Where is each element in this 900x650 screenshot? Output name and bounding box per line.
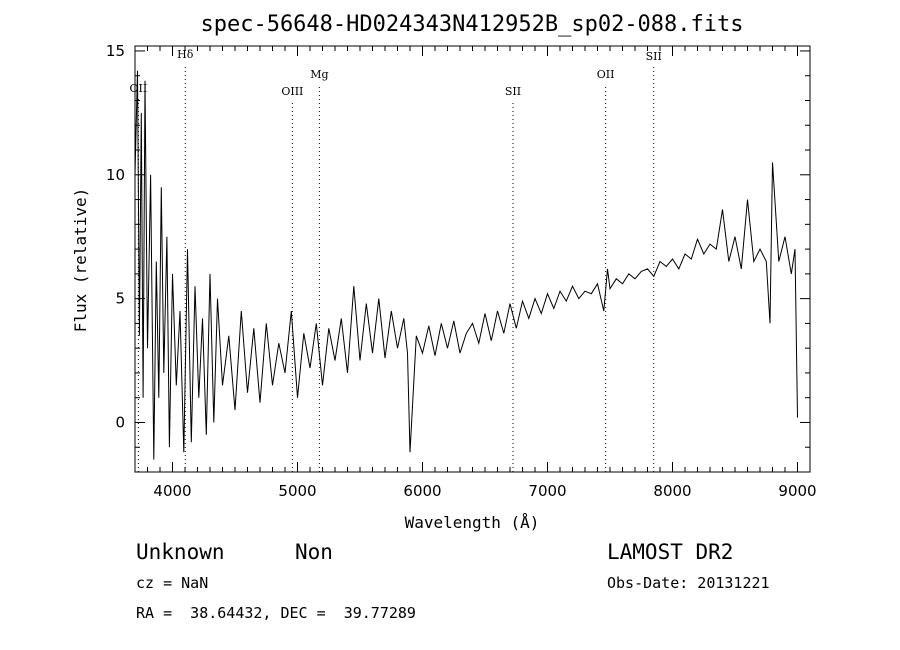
x-tick-label: 4000 <box>153 482 191 500</box>
axis-ticks: 4000 5000 6000 7000 8000 9000 0 5 10 15 <box>106 42 817 500</box>
spectrum-line <box>134 70 798 460</box>
spectrum-series <box>134 70 798 460</box>
x-tick-label: 7000 <box>528 482 566 500</box>
y-axis-label: Flux (relative) <box>71 188 90 333</box>
line-marker-label: OII <box>130 82 148 95</box>
x-axis-label: Wavelength (Å) <box>405 513 540 532</box>
y-tick-label: 5 <box>115 290 125 308</box>
survey-label: LAMOST DR2 <box>607 540 734 564</box>
coords-line: RA = 38.64432, DEC = 39.77289 <box>136 604 416 622</box>
x-tick-label: 8000 <box>653 482 691 500</box>
x-tick-label: 6000 <box>403 482 441 500</box>
y-tick-label: 15 <box>106 42 125 60</box>
plot-frame <box>134 45 811 473</box>
y-tick-label: 0 <box>115 413 125 431</box>
line-marker-label: Hδ <box>177 48 194 61</box>
line-marker-label: SII <box>646 50 662 63</box>
subclass-label: Non <box>295 540 333 564</box>
x-tick-label: 9000 <box>778 482 816 500</box>
chart-title: spec-56648-HD024343N412952B_sp02-088.fit… <box>200 12 743 37</box>
line-marker-label: OII <box>597 68 615 81</box>
y-tick-label: 10 <box>106 166 125 184</box>
class-label: Unknown <box>136 540 225 564</box>
cz-line: cz = NaN <box>136 574 209 592</box>
line-marker-label: SII <box>505 85 521 98</box>
line-marker-label: Mg <box>310 68 328 81</box>
line-annotations: OII Hδ OIII Mg SII OII SII <box>130 48 662 472</box>
line-marker-label: OIII <box>281 85 303 98</box>
x-tick-label: 5000 <box>278 482 316 500</box>
obs-date-line: Obs-Date: 20131221 <box>607 574 770 592</box>
